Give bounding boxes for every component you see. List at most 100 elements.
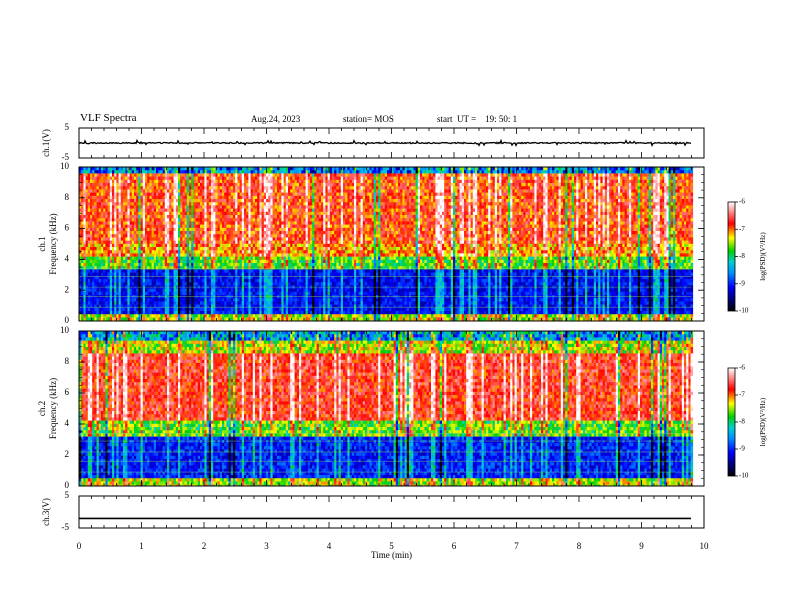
psd-cell [171,317,174,321]
psd-cell [215,256,218,261]
psd-cell [261,202,265,206]
psd-cell [217,183,221,187]
psd-cell [261,291,265,296]
psd-cell [202,208,205,213]
psd-cell [136,179,139,184]
psd-cell [202,272,205,277]
psd-cell [81,205,84,209]
psd-cell [182,314,185,318]
psd-cell [270,311,273,315]
psd-cell [255,202,258,206]
psd-cell [169,221,172,225]
psd-cell [255,250,258,254]
psd-cell [290,176,293,181]
psd-cell [230,234,234,238]
psd-cell [182,179,185,184]
psd-cell [140,189,144,193]
psd-cell [103,247,106,251]
psd-cell [114,256,117,261]
psd-cell [147,215,150,219]
psd-cell [125,259,128,264]
psd-cell [224,218,227,222]
psd-cell [107,234,111,238]
psd-cell [98,215,102,219]
psd-cell [296,237,300,241]
psd-cell [197,186,201,190]
psd-cell [248,314,251,318]
psd-cell [103,195,106,200]
psd-cell [153,247,157,251]
psd-cell [112,224,115,229]
psd-cell [101,186,104,190]
psd-cell [197,234,201,238]
psd-cell [85,195,89,200]
psd-cell [213,192,216,197]
psd-cell [83,208,86,213]
psd-cell [279,295,282,299]
psd-cell [134,186,137,190]
psd-cell [270,288,273,293]
psd-cell [142,240,146,245]
psd-cell [197,199,201,203]
psd-cell [186,314,190,318]
psd-cell [127,282,130,286]
psd-cell [274,186,278,190]
psd-cell [138,253,141,257]
psd-cell [151,266,155,270]
psd-cell [257,221,260,225]
psd-cell [92,275,95,280]
psd-cell [222,176,225,181]
psd-cell [160,250,163,254]
psd-cell [235,183,238,187]
psd-cell [101,205,104,209]
psd-cell [178,247,181,251]
psd-cell [228,269,232,273]
psd-cell [279,179,282,184]
psd-cell [193,186,196,190]
psd-cell [197,269,201,273]
psd-cell [142,234,146,238]
psd-cell [288,298,291,302]
psd-cell [277,224,280,229]
psd-cell [248,183,251,187]
psd-cell [169,189,172,193]
psd-cell [184,307,188,312]
psd-cell [294,183,298,187]
psd-cell [140,199,144,203]
psd-cell [246,192,249,197]
psd-cell [277,176,280,181]
psd-cell [101,179,104,184]
psd-cell [215,240,218,245]
psd-cell [138,295,141,299]
psd-cell [81,263,84,267]
psd-cell [248,231,251,235]
psd-cell [215,275,218,280]
psd-cell [123,189,126,193]
psd-cell [274,192,278,197]
psd-cell [263,176,267,181]
psd-cell [206,186,210,190]
psd-cell [211,253,214,257]
psd-cell [237,317,240,321]
psd-cell [164,170,168,174]
psd-cell [118,247,122,251]
psd-cell [270,272,273,277]
psd-cell [233,205,236,209]
psd-cell [255,307,258,312]
psd-cell [123,234,126,238]
psd-cell [147,199,150,203]
psd-cell [173,253,177,257]
psd-cell [178,259,181,264]
psd-cell [296,231,300,235]
psd-cell [211,234,214,238]
psd-cell [105,195,108,200]
psd-cell [186,304,190,309]
psd-cell [107,250,111,254]
psd-cell [288,234,291,238]
psd-cell [103,243,106,248]
psd-cell [285,186,289,190]
psd-cell [156,202,159,206]
psd-cell [145,288,148,293]
psd-cell [228,307,232,312]
psd-cell [248,170,251,174]
